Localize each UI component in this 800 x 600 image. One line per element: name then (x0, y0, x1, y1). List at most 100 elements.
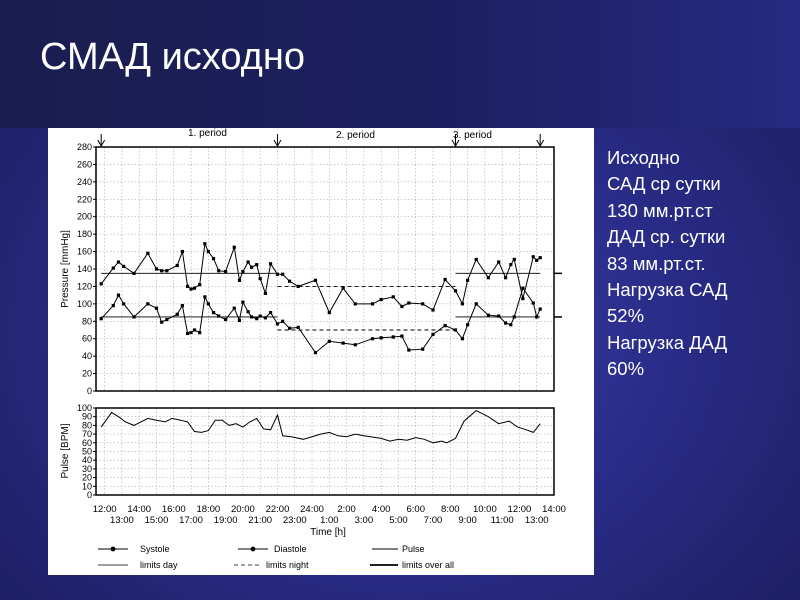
diastole-point (246, 310, 250, 314)
pressure-tick-label: 20 (82, 369, 92, 379)
summary-line-4: ДАД ср. сутки (607, 226, 726, 248)
summary-line-6: Нагрузка САД (607, 279, 728, 301)
systole-point (263, 291, 267, 295)
systole-point (175, 263, 179, 268)
x-axis-label: Time [h] (310, 527, 346, 538)
systole-point (370, 302, 375, 306)
systole-point (122, 264, 126, 268)
pulse-tick-label: 90 (82, 412, 92, 422)
systole-point (275, 272, 280, 276)
systole-point (198, 283, 202, 287)
chart-panel: 0 20 40 60 80 100 120 140 160 180 200 220 240 260 280 … (48, 128, 594, 575)
systole-point (407, 301, 411, 305)
time-label: 21:00 (248, 515, 272, 526)
time-label: 14:00 (542, 504, 566, 515)
systole-point (379, 297, 383, 302)
summary-line-5: 83 мм.рт.ст. (607, 252, 706, 274)
period-marker-arrowhead (451, 139, 460, 147)
time-axis-labels: 12:00 14:00 16:00 18:00 20:00 22:00 24:00 2:00 4… (93, 504, 566, 526)
diastole-point (180, 304, 185, 308)
diastole-point (460, 337, 464, 341)
time-label: 10:00 (473, 504, 497, 515)
pulse-y-label: Pulse [BPM] (60, 423, 71, 478)
diastole-point (370, 337, 375, 341)
systole-point (474, 257, 478, 262)
diastole-point (232, 306, 236, 310)
time-label: 17:00 (179, 515, 203, 526)
slide-title: СМАД исходно (40, 36, 305, 78)
systole-point (217, 269, 221, 273)
pressure-tick-label: 40 (82, 351, 92, 361)
diastole-point (241, 300, 245, 304)
time-label: 8:00 (441, 504, 460, 515)
summary-line-9: 60% (607, 358, 645, 380)
pressure-tick-label: 120 (77, 281, 92, 291)
diastole-point (224, 317, 228, 322)
systole-point (249, 265, 254, 269)
legend-diastole: Diastole (274, 544, 307, 554)
diastole-point (116, 293, 121, 297)
time-label: 5:00 (389, 515, 408, 526)
pulse-tick-label: 100 (77, 403, 92, 413)
data-series (99, 241, 542, 444)
diastole-point (400, 334, 404, 338)
title-band (0, 0, 800, 128)
systole-point (268, 262, 273, 266)
summary-line-8: Нагрузка ДАД (607, 331, 728, 353)
period-markers (97, 134, 545, 147)
systole-point (241, 270, 245, 274)
systole-point (531, 255, 535, 259)
systole-point (192, 286, 197, 290)
time-label: 14:00 (127, 504, 151, 515)
systole-point (203, 242, 207, 246)
legend-limits-night: limits night (266, 560, 309, 570)
time-label: 18:00 (196, 504, 220, 515)
diastole-point (486, 313, 490, 317)
diastole-point (431, 332, 435, 336)
pressure-tick-label: 0 (87, 386, 92, 396)
pulse-tick-label: 20 (82, 473, 92, 483)
systole-point (460, 302, 464, 306)
systole-point (160, 269, 164, 273)
systole-point (224, 270, 228, 274)
diastole-point (175, 312, 179, 316)
summary-line-2: САД ср сутки (607, 173, 721, 195)
summary-line-1: Исходно (607, 147, 680, 168)
time-label: 13:00 (525, 515, 549, 526)
diastole-point (443, 324, 447, 328)
pressure-tick-label: 100 (77, 299, 92, 309)
pulse-tick-label: 40 (82, 455, 92, 465)
diastole-point (504, 321, 508, 325)
diastole-point (353, 343, 357, 347)
diastole-point (497, 314, 501, 318)
systole-point (237, 278, 242, 282)
time-label: 9:00 (458, 515, 477, 526)
diastole-point (189, 331, 193, 335)
pulse-tick-label: 70 (82, 429, 92, 439)
systole-point (116, 260, 121, 264)
systole-point (504, 276, 508, 280)
pulse-grid (96, 407, 554, 496)
period-marker-arrowhead (97, 139, 106, 147)
pressure-tick-label: 180 (77, 229, 92, 239)
legend-pulse: Pulse (402, 544, 425, 554)
time-label: 1:00 (320, 515, 339, 526)
diastole-point (531, 301, 535, 305)
systole-point (400, 304, 404, 309)
pressure-tick-label: 160 (77, 247, 92, 257)
time-label: 16:00 (162, 504, 186, 515)
legend-systole: Systole (140, 544, 170, 554)
diastole-point (217, 314, 221, 318)
time-label: 11:00 (491, 515, 514, 526)
pressure-tick-label: 60 (82, 334, 92, 344)
systole-point (246, 260, 250, 264)
pressure-y-label: Pressure [mmHg] (60, 230, 71, 308)
systole-point (453, 289, 458, 293)
legend-systole-marker (110, 546, 116, 552)
pressure-tick-label: 80 (82, 316, 92, 326)
diastole-point (521, 286, 525, 290)
abpm-chart: 020406080100120140160180200220240260280 … (60, 128, 566, 570)
diastole-point (255, 317, 259, 321)
systole-point (232, 245, 236, 249)
